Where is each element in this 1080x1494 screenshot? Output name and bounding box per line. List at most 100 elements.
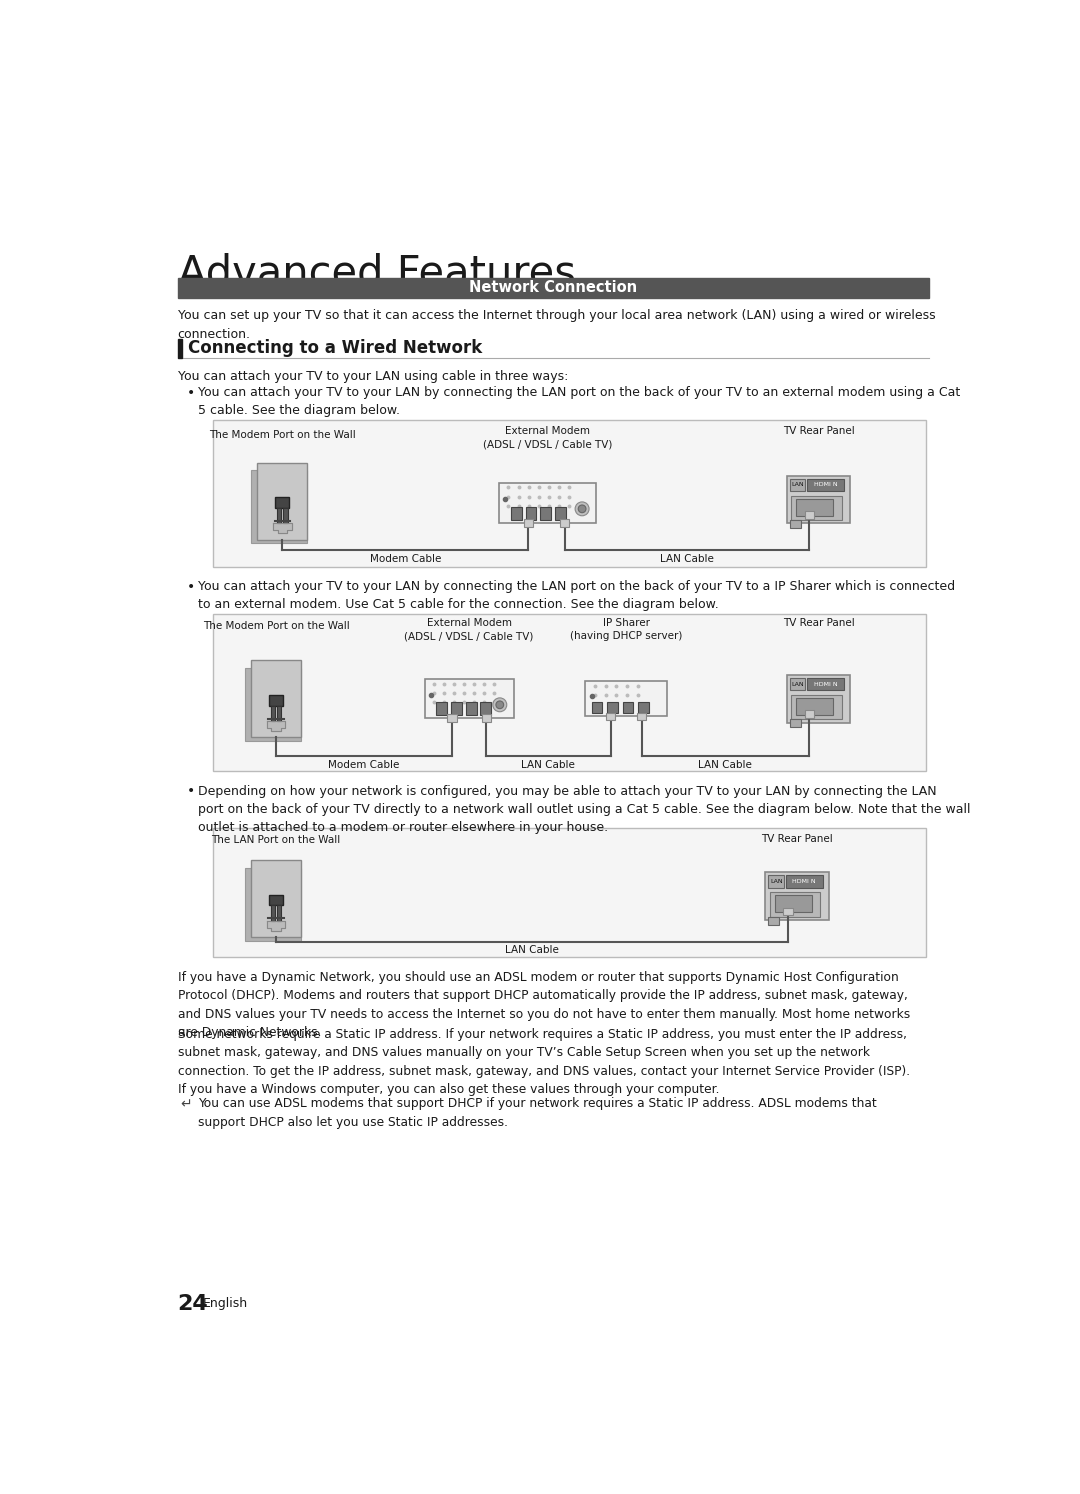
Text: LAN: LAN — [770, 878, 783, 884]
Bar — [526, 508, 537, 520]
Bar — [783, 908, 793, 916]
Bar — [482, 714, 491, 722]
Bar — [769, 875, 784, 887]
Text: Some networks require a Static IP address. If your network requires a Static IP : Some networks require a Static IP addres… — [177, 1028, 909, 1097]
Bar — [524, 518, 532, 526]
Bar — [786, 675, 850, 723]
Text: TV Rear Panel: TV Rear Panel — [783, 426, 854, 436]
Text: •: • — [187, 580, 195, 593]
Text: External Modem
(ADSL / VDSL / Cable TV): External Modem (ADSL / VDSL / Cable TV) — [405, 619, 534, 641]
Text: You can attach your TV to your LAN by connecting the LAN port on the back of you: You can attach your TV to your LAN by co… — [198, 385, 960, 417]
Bar — [789, 720, 800, 728]
Circle shape — [492, 698, 507, 711]
Bar — [792, 496, 841, 520]
Bar — [769, 917, 780, 925]
Bar — [451, 702, 462, 714]
Bar — [271, 705, 275, 722]
Text: HDMI N: HDMI N — [813, 483, 837, 487]
Bar — [792, 695, 841, 720]
Bar — [436, 702, 447, 714]
Text: •: • — [187, 385, 195, 399]
Text: ↵: ↵ — [180, 1097, 192, 1112]
Bar — [283, 508, 287, 523]
Text: •: • — [187, 784, 195, 798]
Bar — [245, 668, 301, 741]
Bar — [770, 892, 821, 917]
Text: TV Rear Panel: TV Rear Panel — [783, 619, 854, 627]
Bar — [275, 498, 289, 508]
Bar — [481, 702, 491, 714]
Text: LAN: LAN — [792, 681, 804, 687]
Bar — [257, 463, 308, 539]
Bar — [622, 702, 633, 713]
Bar — [786, 475, 850, 523]
Bar — [424, 680, 514, 719]
Circle shape — [496, 701, 503, 708]
Text: Advanced Features: Advanced Features — [177, 252, 576, 294]
Bar — [251, 861, 301, 937]
Text: Network Connection: Network Connection — [470, 281, 637, 296]
Text: TV Rear Panel: TV Rear Panel — [761, 834, 833, 844]
Text: LAN Cable: LAN Cable — [699, 760, 753, 769]
Bar — [555, 508, 566, 520]
Circle shape — [576, 502, 589, 515]
Polygon shape — [273, 523, 292, 533]
Bar — [251, 471, 308, 544]
Bar — [511, 508, 522, 520]
Bar — [213, 828, 926, 958]
Bar — [540, 508, 551, 520]
Text: IP Sharer
(having DHCP server): IP Sharer (having DHCP server) — [570, 619, 683, 641]
Bar — [585, 681, 666, 716]
Bar — [269, 895, 283, 905]
Bar — [796, 499, 834, 515]
Polygon shape — [267, 920, 285, 931]
Bar — [499, 483, 596, 523]
Bar — [607, 702, 618, 713]
Text: The Modem Port on the Wall: The Modem Port on the Wall — [208, 430, 355, 439]
Text: You can attach your TV to your LAN by connecting the LAN port on the back of you: You can attach your TV to your LAN by co… — [198, 580, 955, 611]
Bar — [805, 710, 814, 719]
Bar — [251, 660, 301, 737]
Bar — [766, 872, 829, 920]
Bar — [796, 698, 834, 714]
Bar — [785, 875, 823, 887]
Bar — [276, 705, 282, 722]
Text: LAN Cable: LAN Cable — [505, 946, 558, 956]
Text: You can set up your TV so that it can access the Internet through your local are: You can set up your TV so that it can ac… — [177, 309, 935, 341]
Polygon shape — [267, 722, 285, 731]
Text: LAN: LAN — [792, 483, 804, 487]
Text: If you have a Dynamic Network, you should use an ADSL modem or router that suppo: If you have a Dynamic Network, you shoul… — [177, 971, 909, 1040]
Bar — [638, 702, 649, 713]
Text: HDMI N: HDMI N — [793, 878, 816, 884]
Text: External Modem
(ADSL / VDSL / Cable TV): External Modem (ADSL / VDSL / Cable TV) — [483, 426, 612, 450]
Bar — [465, 702, 476, 714]
Bar — [789, 678, 806, 690]
Text: The Modem Port on the Wall: The Modem Port on the Wall — [203, 622, 350, 632]
Text: Modem Cable: Modem Cable — [328, 760, 400, 769]
Text: English: English — [202, 1297, 247, 1310]
Text: You can use ADSL modems that support DHCP if your network requires a Static IP a: You can use ADSL modems that support DHC… — [198, 1097, 877, 1128]
Bar — [561, 518, 569, 526]
Bar — [807, 478, 845, 492]
Text: The LAN Port on the Wall: The LAN Port on the Wall — [212, 835, 340, 846]
Text: 24: 24 — [177, 1294, 208, 1315]
Bar — [177, 339, 183, 359]
Bar — [592, 702, 603, 713]
Circle shape — [578, 505, 586, 512]
Bar — [276, 508, 282, 523]
Bar — [805, 511, 814, 518]
Bar — [213, 614, 926, 771]
Text: Connecting to a Wired Network: Connecting to a Wired Network — [189, 339, 483, 357]
Bar — [447, 714, 457, 722]
Bar — [271, 905, 275, 920]
Text: LAN Cable: LAN Cable — [660, 554, 714, 565]
Text: Modem Cable: Modem Cable — [369, 554, 441, 565]
Text: LAN Cable: LAN Cable — [522, 760, 576, 769]
Bar — [177, 278, 930, 297]
Bar — [606, 713, 616, 720]
Bar — [269, 695, 283, 705]
Text: HDMI N: HDMI N — [813, 681, 837, 687]
Bar — [807, 678, 845, 690]
Bar — [245, 868, 301, 941]
Bar — [276, 905, 282, 920]
